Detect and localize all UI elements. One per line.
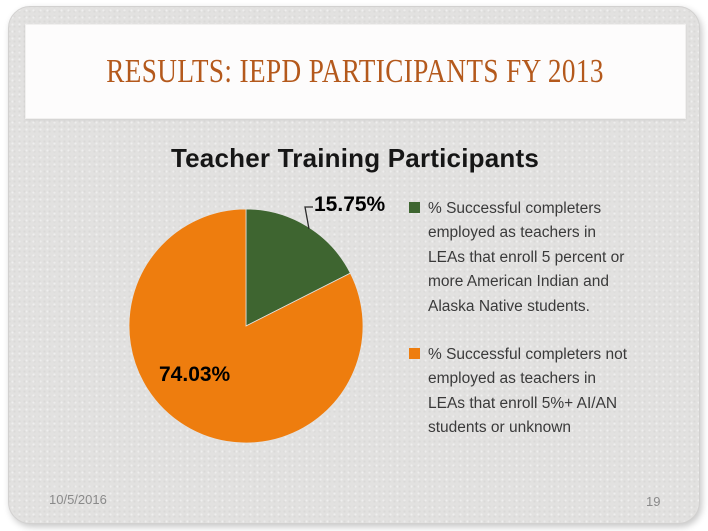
legend-swatch-green-icon xyxy=(409,202,420,213)
legend-label-orange: % Successful completers not employed as … xyxy=(428,346,628,437)
pie-slice-1 xyxy=(128,208,364,444)
title-box: RESULTS: IEPD PARTICIPANTS FY 2013 xyxy=(25,24,686,119)
legend-item-orange: % Successful completers not employed as … xyxy=(409,343,701,441)
slide-title: RESULTS: IEPD PARTICIPANTS FY 2013 xyxy=(106,52,605,90)
slide: RESULTS: IEPD PARTICIPANTS FY 2013 Teach… xyxy=(8,6,700,524)
data-label-orange-slice: 74.03% xyxy=(159,363,231,386)
page-number: 19 xyxy=(646,494,661,509)
pie-chart xyxy=(128,208,364,444)
slide-date: 10/5/2016 xyxy=(49,492,107,507)
data-label-green-slice: 15.75% xyxy=(314,193,386,216)
legend-item-green: % Successful completers employed as teac… xyxy=(409,197,701,319)
legend-swatch-orange-icon xyxy=(409,348,420,359)
legend-label-green: % Successful completers employed as teac… xyxy=(428,200,625,315)
chart-title: Teacher Training Participants xyxy=(171,143,539,173)
